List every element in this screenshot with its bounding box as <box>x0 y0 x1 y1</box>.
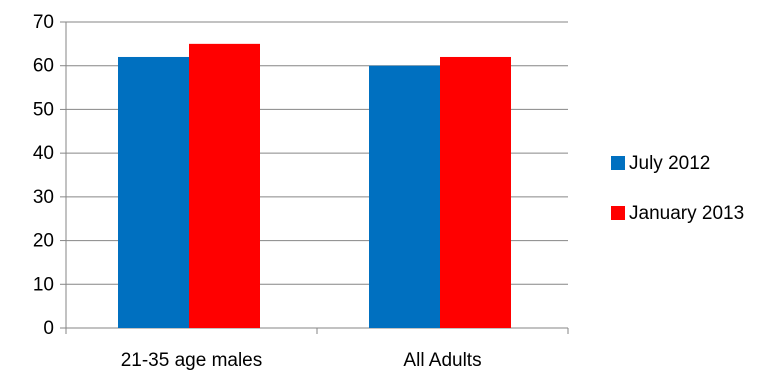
legend-swatch <box>611 206 625 220</box>
y-tick-label: 50 <box>33 99 54 120</box>
x-category-label: All Adults <box>403 350 481 371</box>
axis-labels: 0 10 20 30 40 50 60 70 21-35 age males All Adults <box>33 12 482 371</box>
y-tick-label: 10 <box>33 274 54 295</box>
bar-january-2013-0 <box>189 43 260 328</box>
x-category-label: 21-35 age males <box>121 350 263 371</box>
bars <box>118 43 511 328</box>
legend-label: January 2013 <box>629 203 744 224</box>
legend-swatch <box>611 156 625 170</box>
bar-january-2013-1 <box>440 56 511 328</box>
y-tick-label: 20 <box>33 231 54 252</box>
legend: July 2012 January 2013 <box>611 153 744 224</box>
y-tick-label: 40 <box>33 143 54 164</box>
y-tick-label: 70 <box>33 12 54 33</box>
bar-july-2012-1 <box>369 65 440 328</box>
y-tick-label: 60 <box>33 56 54 77</box>
y-tick-label: 30 <box>33 187 54 208</box>
legend-label: July 2012 <box>629 153 710 174</box>
y-tick-label: 0 <box>43 318 54 339</box>
bar-july-2012-0 <box>118 56 189 328</box>
